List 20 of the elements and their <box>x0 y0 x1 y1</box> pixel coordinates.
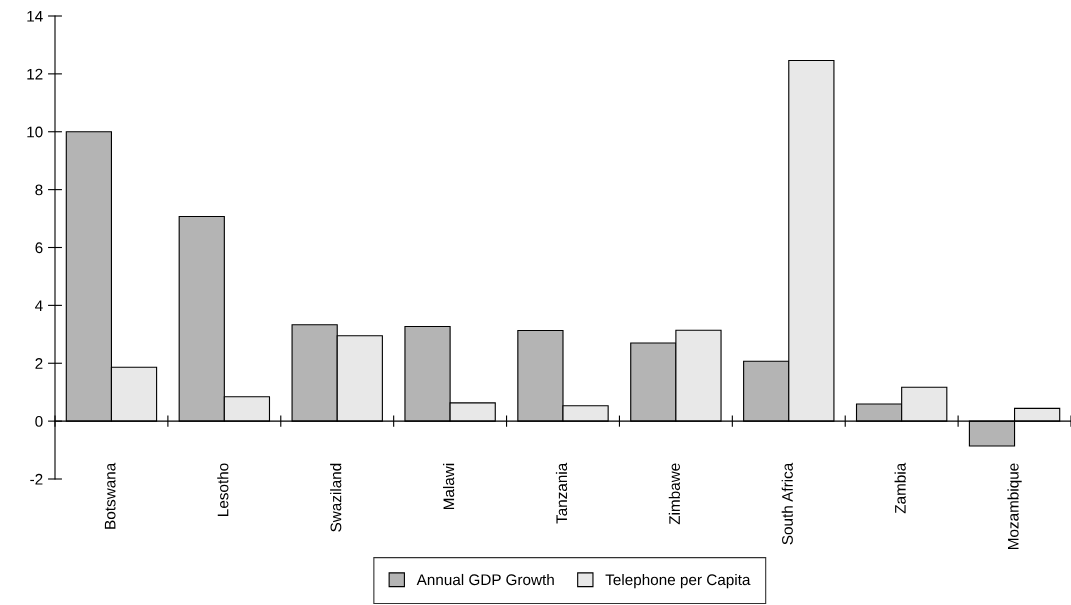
x-tick-label: Zambia <box>894 462 906 514</box>
y-tick-label: -2 <box>30 473 43 485</box>
y-tick-label: 14 <box>27 11 43 22</box>
x-tick-label: Botswana <box>104 462 116 529</box>
y-tick-label: 8 <box>35 184 43 196</box>
x-tick-label: Tanzania <box>555 462 568 524</box>
x-tick-label: South Africa <box>781 462 793 545</box>
x-tick-label: Swaziland <box>330 463 342 532</box>
y-tick-label: 12 <box>27 68 43 80</box>
y-tick-label: 10 <box>27 126 43 138</box>
y-tick-label: 4 <box>35 300 43 311</box>
y-tick-label: 6 <box>35 242 43 254</box>
x-tick-label: Mozambique <box>1007 463 1022 549</box>
y-tick-label: 2 <box>35 358 43 369</box>
legend-label: Annual GDP Growth <box>416 573 554 586</box>
x-tick-label: Malawi <box>442 463 455 510</box>
x-tick-label: Lesotho <box>217 463 229 516</box>
x-tick-label: Zimbawe <box>668 463 680 525</box>
legend-label: Telephone per Capita <box>605 573 751 589</box>
y-tick-label: 0 <box>35 415 43 427</box>
